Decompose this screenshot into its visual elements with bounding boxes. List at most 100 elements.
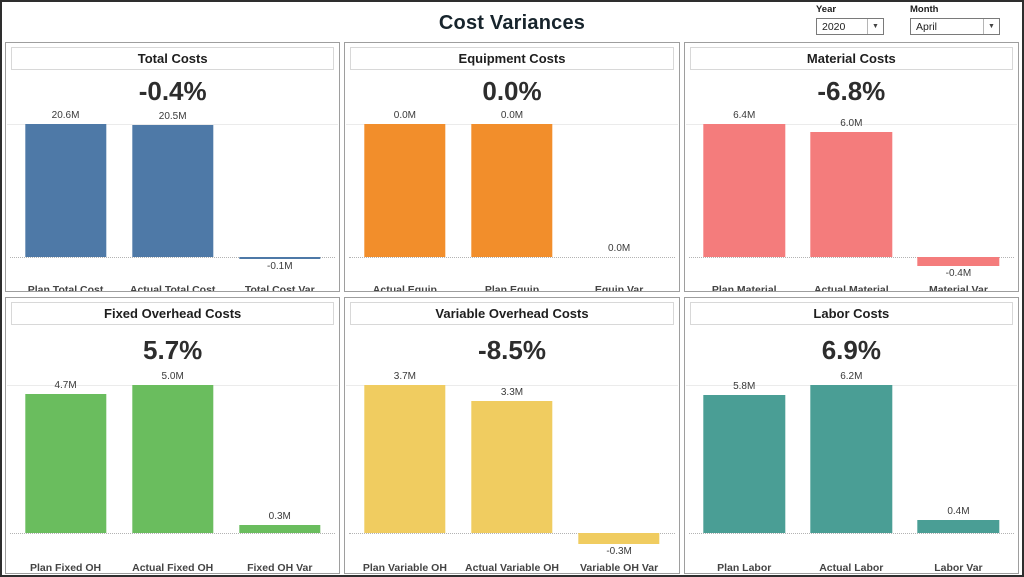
category-label-plan-fixed-oh: Plan Fixed OH [29, 562, 102, 574]
panel-title: Labor Costs [689, 302, 1013, 325]
bar-slot-fixed-oh-var: 0.3M Fixed OH Var [226, 367, 333, 574]
bar-slot-plan-fixed-oh: 4.7M Plan Fixed OH [12, 367, 119, 574]
year-dropdown[interactable]: 2020 ▼ [816, 18, 884, 35]
panel-labor-costs: Labor Costs 6.9% 5.8M Plan Labor 6.2M Actua… [683, 297, 1019, 574]
bar-plan-material[interactable] [703, 124, 785, 257]
bar-plan-labor[interactable] [703, 395, 785, 533]
panel-equipment-costs: Equipment Costs 0.0% 0.0M Actual Equip 0.0… [344, 42, 680, 292]
filter-controls: Year 2020 ▼ Month April ▼ [816, 4, 1000, 35]
bar-plan-total-cost[interactable] [24, 124, 107, 257]
bar-plan-fixed-oh[interactable] [24, 394, 107, 533]
dashboard-header: Cost Variances Year 2020 ▼ Month April ▼ [2, 2, 1022, 42]
panel-title: Material Costs [689, 47, 1013, 70]
variance-percentage: 6.9% [821, 335, 881, 365]
month-dropdown-value: April [916, 21, 938, 33]
variance-percentage: -6.8% [817, 76, 886, 106]
bar-labor-var[interactable] [917, 520, 1000, 533]
bar-actual-fixed-oh[interactable] [131, 385, 214, 533]
value-label-actual-total-cost: 20.5M [158, 111, 187, 122]
bar-actual-total-cost[interactable] [131, 125, 214, 257]
bar-slot-material-var: -0.4M Material Var [905, 108, 1012, 292]
category-label-plan-material: Plan Material [711, 284, 777, 292]
panel-variable-overhead-costs: Variable Overhead Costs -8.5% 3.7M Plan V… [344, 297, 680, 574]
category-label-actual-material: Actual Material [813, 284, 889, 292]
bar-slot-total-cost-var: -0.1M Total Cost Var [226, 108, 333, 292]
bar-slot-actual-total-cost: 20.5M Actual Total Cost [119, 108, 226, 292]
year-dropdown-value: 2020 [822, 21, 846, 33]
bar-actual-variable-oh[interactable] [471, 401, 553, 533]
bar-fixed-oh-var[interactable] [239, 525, 321, 533]
value-label-plan-equip: 0.0M [500, 110, 524, 121]
category-label-actual-variable-oh: Actual Variable OH [465, 562, 559, 574]
value-label-plan-fixed-oh: 4.7M [54, 380, 77, 391]
value-label-plan-variable-oh: 3.7M [393, 371, 416, 382]
value-label-total-cost-var: -0.1M [266, 261, 293, 272]
year-filter-label: Year [816, 4, 837, 15]
category-label-total-cost-var: Total Cost Var [244, 284, 315, 292]
category-label-plan-labor: Plan Labor [717, 562, 772, 574]
chevron-down-icon[interactable]: ▼ [983, 19, 999, 34]
month-filter-label: Month [910, 4, 939, 15]
variance-percentage: -8.5% [478, 335, 546, 365]
bar-chart: 5.8M Plan Labor 6.2M Actual Labor 0.4M Labor … [685, 367, 1018, 574]
variance-percentage: 5.7% [143, 335, 203, 365]
bar-actual-labor[interactable] [810, 385, 893, 533]
variance-percentage: -0.4% [138, 76, 207, 106]
bar-plan-variable-oh[interactable] [364, 385, 446, 533]
chart-baseline [10, 257, 336, 258]
value-label-plan-labor: 5.8M [733, 381, 756, 392]
panel-total-costs: Total Costs -0.4% 20.6M Plan Total Cost 20… [5, 42, 341, 292]
bar-variable-oh-var[interactable] [578, 533, 660, 544]
category-label-fixed-oh-var: Fixed OH Var [247, 562, 313, 574]
bar-chart: 3.7M Plan Variable OH 3.3M Actual Variable … [345, 367, 678, 574]
panel-fixed-overhead-costs: Fixed Overhead Costs 5.7% 4.7M Plan Fixed… [5, 297, 341, 574]
chart-gridline [346, 385, 678, 386]
category-label-actual-equip: Actual Equip [372, 284, 437, 292]
chart-gridline [685, 124, 1017, 125]
value-label-fixed-oh-var: 0.3M [268, 511, 291, 522]
bar-chart: 20.6M Plan Total Cost 20.5M Actual Total Co… [6, 108, 339, 292]
bar-slot-plan-labor: 5.8M Plan Labor [691, 367, 798, 574]
value-label-actual-labor: 6.2M [840, 371, 863, 382]
value-label-actual-variable-oh: 3.3M [500, 387, 524, 398]
bar-slot-plan-total-cost: 20.6M Plan Total Cost [12, 108, 119, 291]
bar-chart: 0.0M Actual Equip 0.0M Plan Equip 0.0M Equip … [345, 108, 678, 292]
bar-material-var[interactable] [917, 257, 1000, 266]
category-label-labor-var: Labor Var [934, 562, 983, 574]
bar-slot-actual-variable-oh: 3.3M Actual Variable OH [458, 367, 565, 574]
chart-baseline [688, 257, 1014, 258]
chart-gridline [7, 124, 339, 125]
bar-chart: 4.7M Plan Fixed OH 5.0M Actual Fixed OH 0.3M… [6, 367, 339, 574]
bar-actual-equip[interactable] [364, 124, 446, 257]
chart-baseline [688, 533, 1014, 534]
category-label-actual-fixed-oh: Actual Fixed OH [132, 562, 214, 574]
category-label-plan-equip: Plan Equip [484, 284, 540, 292]
value-label-material-var: -0.4M [945, 268, 972, 279]
bar-slot-actual-fixed-oh: 5.0M Actual Fixed OH [119, 367, 226, 574]
chart-baseline [10, 533, 336, 534]
category-label-variable-oh-var: Variable OH Var [579, 562, 659, 574]
panel-title: Variable Overhead Costs [350, 302, 674, 325]
bar-slot-actual-material: 6.0M Actual Material [798, 108, 905, 292]
bar-total-cost-var[interactable] [239, 257, 321, 259]
category-label-actual-labor: Actual Labor [819, 562, 884, 574]
value-label-labor-var: 0.4M [947, 506, 970, 517]
value-label-actual-material: 6.0M [840, 118, 863, 129]
bar-slot-actual-labor: 6.2M Actual Labor [798, 367, 905, 574]
bar-slot-equip-var: 0.0M Equip Var [566, 108, 673, 291]
bar-actual-material[interactable] [810, 132, 893, 257]
panel-title: Equipment Costs [350, 47, 674, 70]
chevron-down-icon[interactable]: ▼ [867, 19, 883, 34]
bar-chart: 6.4M Plan Material 6.0M Actual Material -0.4… [685, 108, 1018, 292]
panel-title: Fixed Overhead Costs [11, 302, 335, 325]
chart-baseline [349, 257, 675, 258]
chart-baseline [349, 533, 675, 534]
category-label-plan-variable-oh: Plan Variable OH [362, 562, 447, 574]
category-label-material-var: Material Var [928, 284, 988, 292]
value-label-plan-material: 6.4M [733, 110, 756, 121]
bar-plan-equip[interactable] [471, 124, 553, 257]
bar-slot-plan-material: 6.4M Plan Material [691, 108, 798, 292]
category-label-actual-total-cost: Actual Total Cost [129, 284, 216, 292]
month-dropdown[interactable]: April ▼ [910, 18, 1000, 35]
